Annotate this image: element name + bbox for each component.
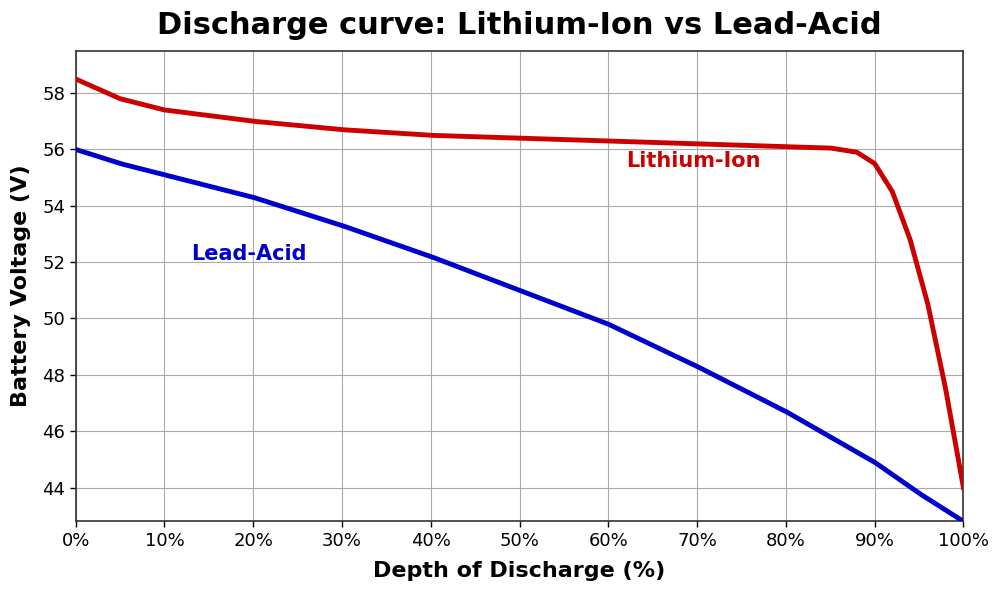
Title: Discharge curve: Lithium-Ion vs Lead-Acid: Discharge curve: Lithium-Ion vs Lead-Aci… [157, 11, 882, 40]
X-axis label: Depth of Discharge (%): Depth of Discharge (%) [373, 561, 666, 581]
Text: Lithium-Ion: Lithium-Ion [626, 151, 761, 170]
Text: Lead-Acid: Lead-Acid [191, 244, 307, 263]
Y-axis label: Battery Voltage (V): Battery Voltage (V) [11, 165, 31, 407]
